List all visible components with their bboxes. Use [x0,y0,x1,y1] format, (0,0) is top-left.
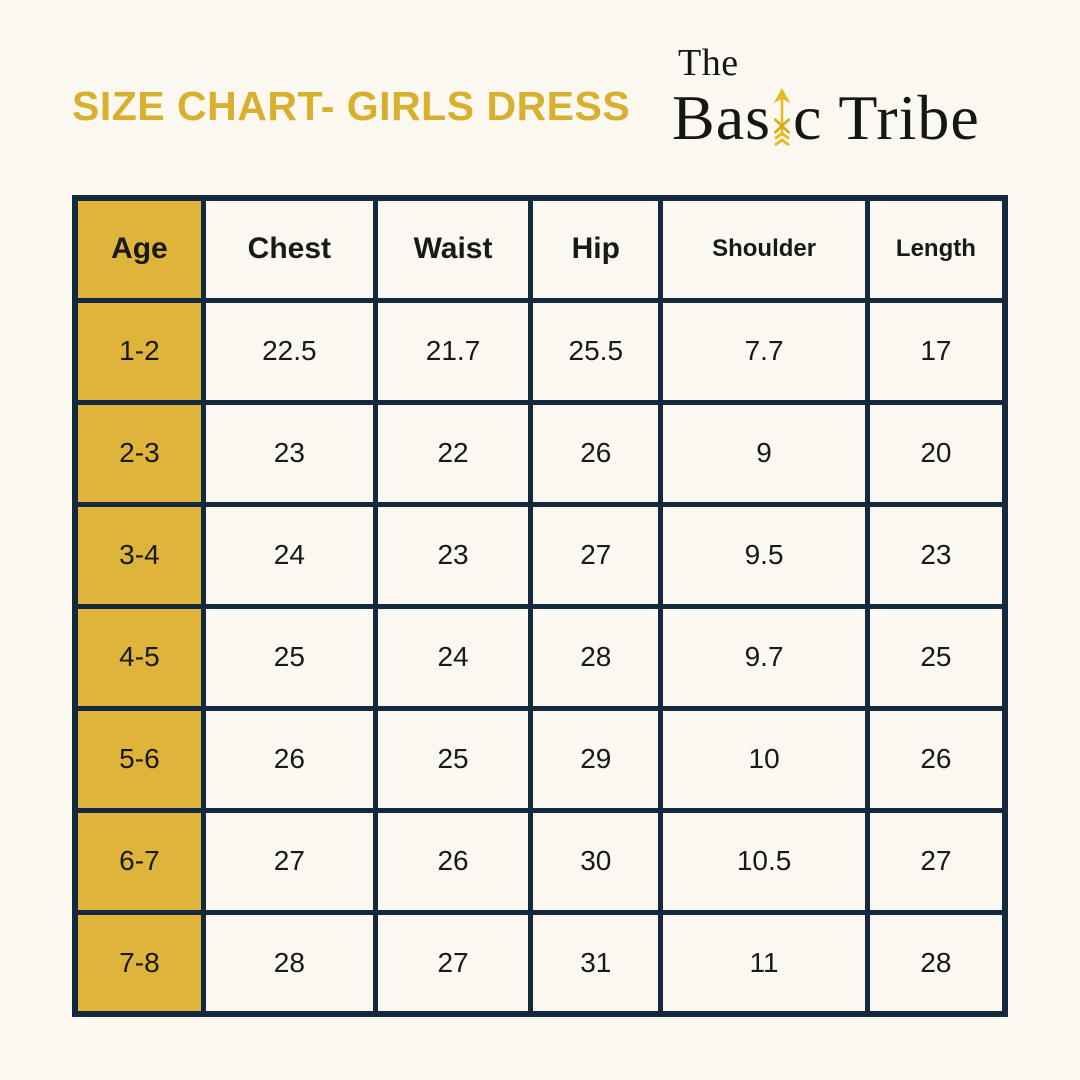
shoulder-cell: 9.7 [658,603,870,711]
column-header-chest: Chest [200,195,378,303]
chest-cell: 23 [200,399,378,507]
shoulder-cell: 11 [658,909,870,1017]
age-cell: 3-4 [72,501,206,609]
table-header-row: Age Chest Waist Hip Shoulder Length [72,195,1008,303]
column-header-age: Age [72,195,206,303]
hip-cell: 30 [528,807,664,915]
hip-cell: 27 [528,501,664,609]
logo-c-text: c [793,82,823,153]
table-row: 6-7 27 26 30 10.5 27 [72,807,1008,915]
length-cell: 25 [864,603,1008,711]
table-row: 2-3 23 22 26 9 20 [72,399,1008,507]
length-cell: 26 [864,705,1008,813]
page-title: SIZE CHART- GIRLS DRESS [72,83,631,129]
shoulder-cell: 7.7 [658,297,870,405]
chest-cell: 26 [200,705,378,813]
column-header-length: Length [864,195,1008,303]
column-header-hip: Hip [528,195,664,303]
table-row: 7-8 28 27 31 11 28 [72,909,1008,1017]
waist-cell: 26 [372,807,534,915]
age-cell: 1-2 [72,297,206,405]
length-cell: 28 [864,909,1008,1017]
hip-cell: 26 [528,399,664,507]
column-header-waist: Waist [372,195,534,303]
up-arrow-icon [773,88,791,147]
logo-the-text: The [678,42,739,84]
chest-cell: 22.5 [200,297,378,405]
logo-bas-text: Bas [672,82,771,153]
waist-cell: 21.7 [372,297,534,405]
brand-logo: The Bas c Tribe [672,44,980,150]
chest-cell: 25 [200,603,378,711]
table-row: 3-4 24 23 27 9.5 23 [72,501,1008,609]
age-cell: 2-3 [72,399,206,507]
hip-cell: 28 [528,603,664,711]
chest-cell: 24 [200,501,378,609]
logo-brand-name: Bas c Tribe [672,86,980,150]
waist-cell: 25 [372,705,534,813]
logo-tribe-text: Tribe [838,82,980,153]
length-cell: 23 [864,501,1008,609]
age-cell: 5-6 [72,705,206,813]
waist-cell: 23 [372,501,534,609]
waist-cell: 22 [372,399,534,507]
waist-cell: 24 [372,603,534,711]
hip-cell: 25.5 [528,297,664,405]
chest-cell: 27 [200,807,378,915]
age-cell: 6-7 [72,807,206,915]
length-cell: 27 [864,807,1008,915]
hip-cell: 31 [528,909,664,1017]
shoulder-cell: 10.5 [658,807,870,915]
length-cell: 17 [864,297,1008,405]
hip-cell: 29 [528,705,664,813]
table-row: 1-2 22.5 21.7 25.5 7.7 17 [72,297,1008,405]
age-cell: 4-5 [72,603,206,711]
table-row: 4-5 25 24 28 9.7 25 [72,603,1008,711]
shoulder-cell: 9 [658,399,870,507]
size-chart-table: Age Chest Waist Hip Shoulder Length 1-2 … [72,195,1008,1017]
table-row: 5-6 26 25 29 10 26 [72,705,1008,813]
waist-cell: 27 [372,909,534,1017]
shoulder-cell: 10 [658,705,870,813]
length-cell: 20 [864,399,1008,507]
chest-cell: 28 [200,909,378,1017]
column-header-shoulder: Shoulder [658,195,870,303]
shoulder-cell: 9.5 [658,501,870,609]
age-cell: 7-8 [72,909,206,1017]
